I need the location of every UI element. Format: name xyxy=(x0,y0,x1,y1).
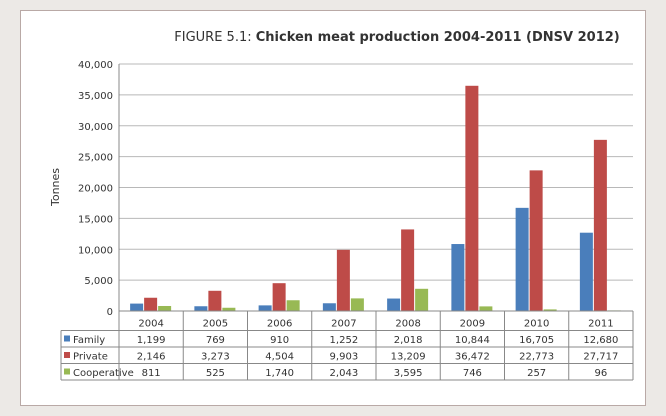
category-label: 2005 xyxy=(203,319,228,330)
data-label: 811 xyxy=(142,368,161,379)
data-label: 1,740 xyxy=(265,368,294,379)
category-label: 2007 xyxy=(331,319,356,330)
y-tick-label: 35,000 xyxy=(78,91,113,102)
data-label: 2,018 xyxy=(394,335,423,346)
data-label: 27,717 xyxy=(583,352,618,363)
y-tick-label: 15,000 xyxy=(78,214,113,225)
category-label: 2009 xyxy=(460,319,485,330)
category-label: 2011 xyxy=(588,319,613,330)
data-label: 769 xyxy=(206,335,225,346)
data-label: 12,680 xyxy=(583,335,618,346)
legend-label-cooperative: Cooperative xyxy=(73,368,134,379)
y-tick-label: 40,000 xyxy=(78,60,113,71)
category-label: 2010 xyxy=(524,319,549,330)
bar-cooperative-2007 xyxy=(350,298,364,311)
data-label: 3,273 xyxy=(201,352,230,363)
data-label: 2,043 xyxy=(330,368,359,379)
bar-family-2004 xyxy=(130,303,144,311)
data-label: 525 xyxy=(206,368,225,379)
data-label: 36,472 xyxy=(455,352,490,363)
bar-cooperative-2008 xyxy=(415,288,429,311)
bar-private-2005 xyxy=(208,290,222,311)
bar-private-2006 xyxy=(272,283,286,311)
category-label: 2008 xyxy=(395,319,420,330)
chicken-production-chart: FIGURE 5.1: Chicken meat production 2004… xyxy=(49,30,634,381)
bar-cooperative-2004 xyxy=(158,305,172,311)
bar-private-2011 xyxy=(593,139,607,311)
legend-key-private xyxy=(64,352,70,358)
data-label: 9,903 xyxy=(330,352,359,363)
y-tick-label: 25,000 xyxy=(78,153,113,164)
chart-title-prefix: FIGURE 5.1: xyxy=(174,30,255,45)
data-label: 13,209 xyxy=(391,352,426,363)
bar-private-2009 xyxy=(465,85,479,311)
data-label: 10,844 xyxy=(455,335,490,346)
bar-family-2005 xyxy=(194,306,208,311)
category-label: 2006 xyxy=(267,319,292,330)
legend-key-family xyxy=(64,335,70,342)
data-label: 96 xyxy=(595,368,608,379)
bar-family-2011 xyxy=(579,232,593,311)
data-label: 4,504 xyxy=(265,352,294,363)
data-label: 1,252 xyxy=(330,335,359,346)
bar-family-2010 xyxy=(515,207,529,311)
chart-title: FIGURE 5.1: Chicken meat production 2004… xyxy=(174,30,619,45)
legend-key-cooperative xyxy=(64,368,70,375)
y-tick-label: 0 xyxy=(107,307,113,318)
bar-private-2010 xyxy=(529,170,543,311)
data-label: 2,146 xyxy=(137,352,166,363)
bar-family-2007 xyxy=(322,303,336,311)
y-tick-label: 5,000 xyxy=(84,276,113,287)
data-label: 3,595 xyxy=(394,368,423,379)
y-tick-label: 30,000 xyxy=(78,122,113,133)
bar-private-2007 xyxy=(336,249,350,311)
bar-family-2008 xyxy=(387,298,401,311)
y-tick-label: 20,000 xyxy=(78,184,113,195)
y-tick-label: 10,000 xyxy=(78,245,113,256)
data-label: 22,773 xyxy=(519,352,554,363)
legend-label-private: Private xyxy=(73,352,108,363)
data-label: 257 xyxy=(527,368,546,379)
bar-cooperative-2006 xyxy=(286,300,300,311)
data-label: 16,705 xyxy=(519,335,554,346)
bar-family-2006 xyxy=(258,305,272,311)
bar-cooperative-2009 xyxy=(479,306,493,311)
bar-private-2008 xyxy=(401,229,415,311)
bar-private-2004 xyxy=(144,297,158,311)
chart-title-main: Chicken meat production 2004-2011 (DNSV … xyxy=(256,30,620,45)
data-label: 910 xyxy=(270,335,289,346)
bar-family-2009 xyxy=(451,244,465,311)
category-label: 2004 xyxy=(138,319,163,330)
bar-cooperative-2005 xyxy=(222,307,236,311)
y-axis-label: Tonnes xyxy=(49,168,62,207)
data-label: 746 xyxy=(463,368,482,379)
figure-frame: FIGURE 5.1: Chicken meat production 2004… xyxy=(20,10,646,406)
data-label: 1,199 xyxy=(137,335,166,346)
legend-label-family: Family xyxy=(73,335,105,346)
bar-cooperative-2010 xyxy=(543,309,557,311)
